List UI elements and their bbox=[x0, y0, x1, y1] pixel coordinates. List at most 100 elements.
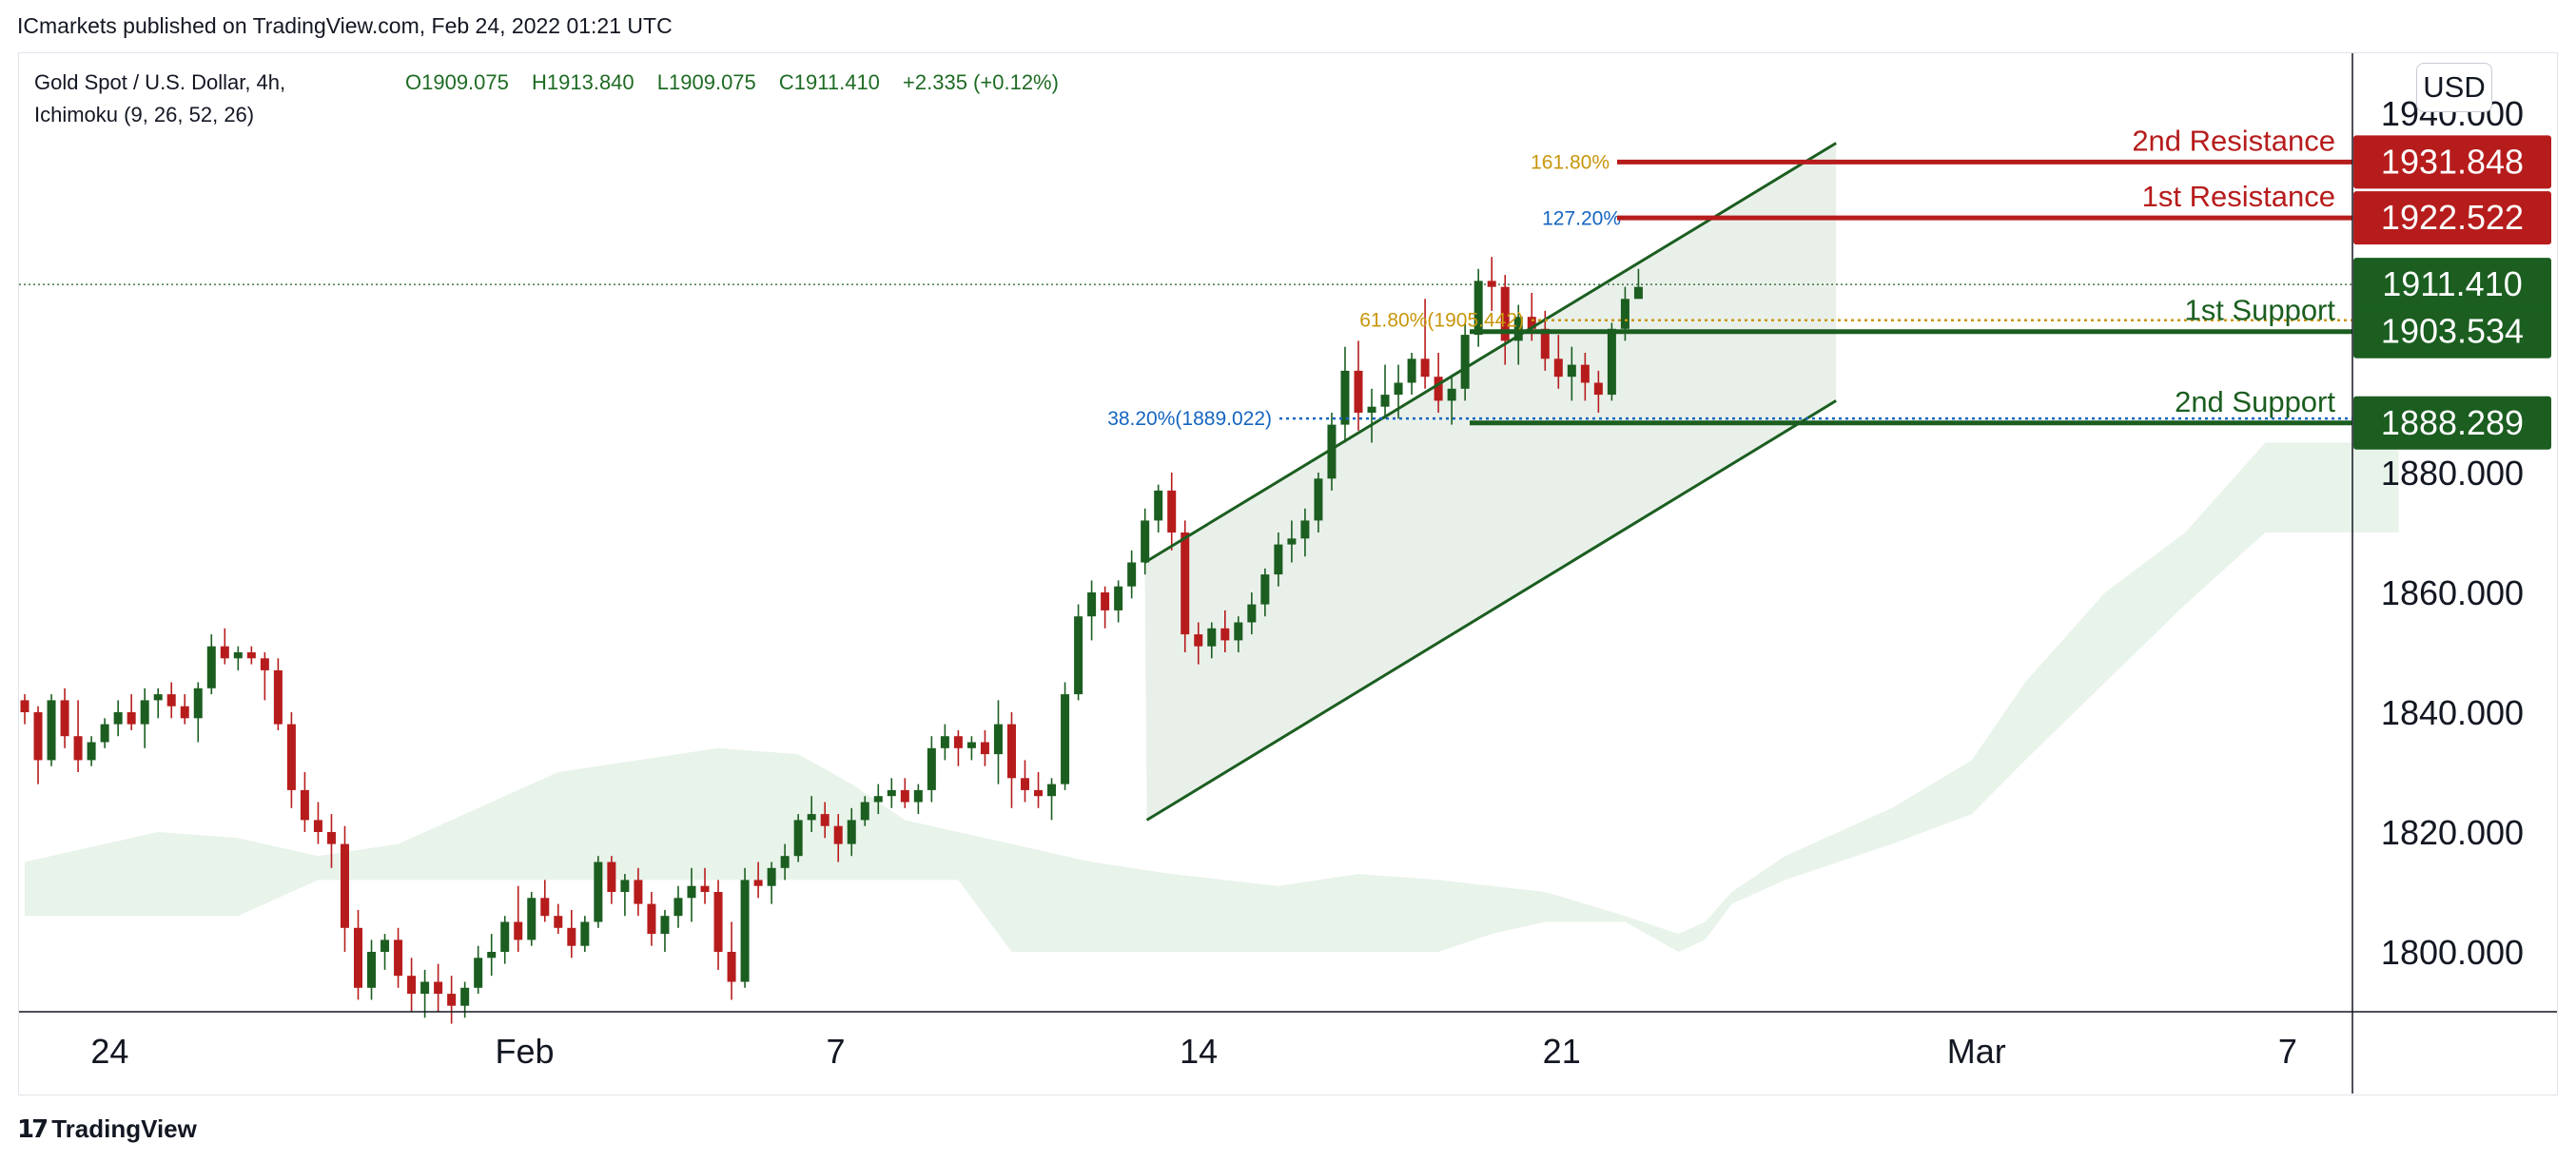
candle-body bbox=[1633, 286, 1643, 300]
candle-body bbox=[993, 724, 1003, 755]
ichimoku-cloud-segment bbox=[2025, 592, 2106, 761]
x-tick-label: 7 bbox=[827, 1032, 846, 1071]
candle-body bbox=[594, 862, 603, 922]
candle-body bbox=[847, 820, 856, 844]
ichimoku-cloud-segment bbox=[1492, 885, 1546, 935]
ichimoku-cloud-segment bbox=[105, 832, 159, 917]
ohlc-values: O1909.075 H1913.840 L1909.075 C1911.410 … bbox=[405, 67, 1076, 99]
x-tick-label: Mar bbox=[1947, 1032, 2006, 1071]
channel-upper-line bbox=[1143, 142, 1837, 564]
candle-body bbox=[780, 856, 790, 868]
candle-body bbox=[474, 958, 483, 988]
candle-body bbox=[620, 880, 630, 892]
candle-body bbox=[1354, 370, 1363, 413]
tradingview-logo-icon: 𝟭𝟳 bbox=[17, 1114, 49, 1143]
resistance-label: 2nd Resistance bbox=[2132, 124, 2335, 157]
ichimoku-cloud-segment bbox=[1091, 862, 1172, 952]
resistance-price-tag-text: 1922.522 bbox=[2381, 198, 2524, 237]
fib-label: 61.80%(1905.442) bbox=[1359, 310, 1524, 332]
candle-body bbox=[966, 742, 976, 748]
ichimoku-cloud-segment bbox=[25, 843, 106, 917]
fib-label: 38.20%(1889.022) bbox=[1107, 408, 1272, 430]
candle-body bbox=[1074, 616, 1083, 695]
ichimoku-cloud-segment bbox=[2265, 442, 2399, 533]
x-tick-label: Feb bbox=[495, 1032, 554, 1071]
candle-body bbox=[381, 939, 390, 952]
candle-body bbox=[153, 694, 163, 701]
y-tick-label: 1880.000 bbox=[2381, 454, 2524, 493]
candle-body bbox=[246, 652, 256, 659]
candle-body bbox=[1274, 544, 1283, 575]
ichimoku-cloud-segment bbox=[905, 820, 959, 881]
candle-body bbox=[1553, 358, 1563, 378]
candle-body bbox=[673, 898, 683, 917]
candle-body bbox=[647, 903, 656, 935]
ichimoku-cloud-segment bbox=[1678, 921, 1706, 952]
ichimoku-cloud-segment bbox=[1224, 880, 1278, 952]
candle-body bbox=[833, 825, 843, 844]
candle-body bbox=[1087, 592, 1097, 617]
candle-body bbox=[1340, 370, 1350, 425]
x-tick-label: 7 bbox=[2278, 1032, 2297, 1071]
candle-body bbox=[193, 688, 203, 719]
resistance-label: 1st Resistance bbox=[2142, 180, 2335, 213]
ichimoku-cloud-segment bbox=[318, 843, 399, 881]
resistance-price-tag bbox=[2353, 135, 2551, 189]
candle-body bbox=[87, 742, 96, 761]
candle-body bbox=[980, 742, 989, 755]
candle-body bbox=[1154, 490, 1163, 521]
ichimoku-cloud-segment bbox=[1171, 874, 1225, 952]
candle-body bbox=[300, 789, 309, 821]
ichimoku-cloud-segment bbox=[718, 747, 799, 881]
support-label: 1st Support bbox=[2184, 294, 2335, 327]
ichimoku-cloud-segment bbox=[1438, 880, 1493, 952]
candle-body bbox=[180, 706, 189, 719]
ichimoku-cloud-segment bbox=[1625, 916, 1679, 952]
candle-body bbox=[1367, 406, 1376, 413]
currency-button[interactable]: USD bbox=[2416, 63, 2492, 112]
tradingview-logo[interactable]: 𝟭𝟳 TradingView bbox=[17, 1114, 197, 1144]
chart-frame[interactable] bbox=[18, 52, 2558, 1095]
resistance-price-tag bbox=[2353, 191, 2551, 245]
candle-body bbox=[873, 796, 883, 803]
ichimoku-cloud-segment bbox=[637, 747, 719, 881]
ichimoku-cloud-segment bbox=[478, 772, 558, 881]
candle-body bbox=[1234, 622, 1243, 641]
candle-body bbox=[367, 952, 377, 988]
ichimoku-cloud-segment bbox=[557, 760, 638, 881]
publisher-line: ICmarkets published on TradingView.com, … bbox=[17, 13, 673, 38]
candle-body bbox=[1114, 586, 1123, 610]
candle-body bbox=[1127, 562, 1137, 587]
candle-body bbox=[660, 916, 670, 935]
last-price-tag-text: 1911.410 bbox=[2382, 264, 2522, 303]
candle-body bbox=[527, 898, 537, 940]
candle-body bbox=[927, 747, 936, 790]
support-price-tag bbox=[2353, 304, 2551, 358]
change-value: +2.335 (+0.12%) bbox=[903, 70, 1059, 94]
candle-body bbox=[313, 820, 322, 832]
candle-body bbox=[1380, 395, 1390, 407]
tradingview-brand: TradingView bbox=[51, 1114, 197, 1143]
y-tick-label: 1800.000 bbox=[2381, 933, 2524, 972]
low-value: L1909.075 bbox=[656, 70, 756, 94]
last-price-tag bbox=[2353, 258, 2551, 312]
candle-body bbox=[434, 981, 443, 995]
candle-body bbox=[1167, 490, 1177, 533]
candle-body bbox=[580, 921, 590, 946]
ichimoku-cloud-segment bbox=[1278, 874, 1358, 952]
ichimoku-cloud-segment bbox=[158, 832, 239, 917]
candle-body bbox=[127, 712, 136, 725]
candle-body bbox=[1513, 317, 1523, 341]
ichimoku-cloud-segment bbox=[1705, 892, 1732, 940]
candle-body bbox=[1620, 299, 1630, 329]
candle-body bbox=[100, 724, 109, 743]
candle-body bbox=[554, 916, 563, 928]
candle-body bbox=[1500, 286, 1510, 341]
candle-body bbox=[1194, 634, 1203, 647]
ichimoku-cloud-segment bbox=[2185, 442, 2266, 605]
x-tick-label: 21 bbox=[1543, 1032, 1581, 1071]
candle-body bbox=[687, 885, 696, 899]
candle-body bbox=[1260, 574, 1270, 605]
candle-body bbox=[1447, 388, 1456, 401]
